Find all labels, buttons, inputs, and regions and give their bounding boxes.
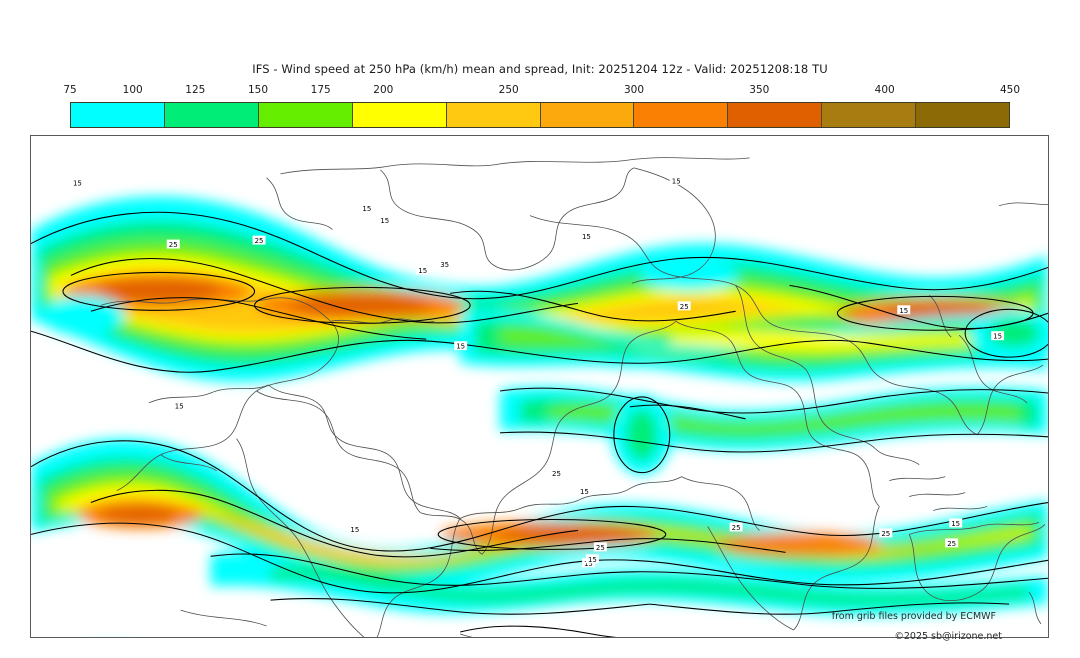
map-panel: 15 15 15 25 25 15 15 35 15 15 25 15 15 1… — [30, 135, 1049, 638]
svg-text:15: 15 — [380, 217, 389, 225]
colorbar-band-3 — [352, 103, 447, 127]
colorbar-band-5 — [540, 103, 635, 127]
colorbar-band-4 — [446, 103, 541, 127]
svg-text:15: 15 — [73, 179, 82, 187]
colorbar-tick-400: 400 — [874, 84, 895, 96]
svg-text:25: 25 — [881, 530, 890, 538]
page-title: IFS - Wind speed at 250 hPa (km/h) mean … — [252, 62, 828, 76]
contour-value-labels: 15 15 15 25 25 15 15 35 15 15 25 15 15 1… — [70, 175, 1005, 568]
colorbar-band-6 — [634, 103, 729, 127]
colorbar-band-9 — [916, 103, 1010, 127]
svg-text:15: 15 — [456, 343, 465, 351]
svg-text:25: 25 — [947, 540, 956, 548]
map-plot-area: 15 15 15 25 25 15 15 35 15 15 25 15 15 1… — [31, 136, 1048, 637]
svg-text:15: 15 — [175, 402, 184, 410]
colorbar-tick-200: 200 — [373, 84, 394, 96]
svg-text:15: 15 — [899, 307, 908, 315]
svg-text:15: 15 — [993, 333, 1002, 341]
colorbar-tick-300: 300 — [623, 84, 645, 96]
colorbar-tick-450: 450 — [999, 84, 1021, 96]
svg-text:15: 15 — [362, 205, 371, 213]
windspeed-shading — [31, 196, 1048, 616]
svg-text:15: 15 — [350, 526, 359, 534]
colorbar-legend: 75 100 125 150 175 200 250 300 350 400 450 — [63, 84, 1020, 129]
colorbar-band-7 — [728, 103, 823, 127]
colorbar-tick-125: 125 — [185, 84, 206, 96]
coastlines — [100, 157, 1048, 637]
colorbar-tick-100: 100 — [122, 84, 143, 96]
svg-text:25: 25 — [732, 524, 741, 532]
svg-text:25: 25 — [169, 241, 178, 249]
svg-text:25: 25 — [552, 470, 561, 478]
svg-text:15: 15 — [584, 560, 593, 568]
colorbar-tick-75: 75 — [63, 84, 77, 96]
colorbar-tick-150: 150 — [247, 84, 269, 96]
svg-text:15: 15 — [582, 233, 591, 241]
colorbar-tick-250: 250 — [498, 84, 519, 96]
colorbar-band-8 — [822, 103, 917, 127]
colorbar-tick-350: 350 — [749, 84, 770, 96]
colorbar-band-1 — [164, 103, 259, 127]
colorbar-tick-175: 175 — [310, 84, 331, 96]
svg-text:15: 15 — [672, 177, 681, 185]
colorbar-band-0 — [71, 103, 165, 127]
copyright-credit: ©2025 sb@irizone.net — [894, 631, 1002, 642]
spread-contours — [31, 211, 1048, 637]
colorbar-gradient — [70, 102, 1010, 128]
svg-text:25: 25 — [680, 303, 689, 311]
svg-text:15: 15 — [580, 488, 589, 496]
svg-text:25: 25 — [596, 544, 605, 552]
svg-text:15: 15 — [418, 267, 427, 275]
svg-text:15: 15 — [588, 556, 597, 564]
colorbar-band-2 — [258, 103, 353, 127]
svg-text:15: 15 — [951, 520, 960, 528]
svg-text:35: 35 — [440, 261, 449, 269]
svg-text:25: 25 — [255, 237, 264, 245]
data-source-credit: from grib files provided by ECMWF — [831, 611, 996, 622]
colorbar-tick-labels: 75 100 125 150 175 200 250 300 350 400 450 — [63, 84, 1020, 100]
